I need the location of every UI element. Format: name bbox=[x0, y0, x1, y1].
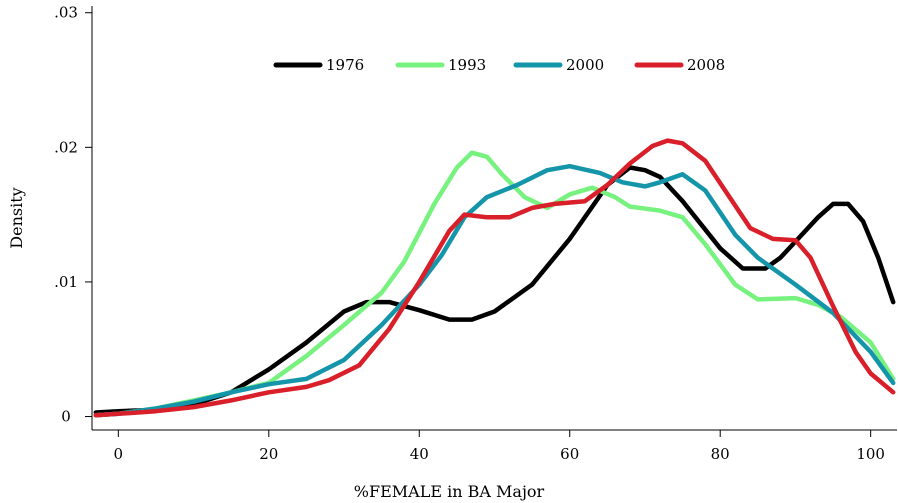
legend-label-2000: 2000 bbox=[566, 56, 604, 74]
y-axis-ticks: 0 .01 .02 .03 bbox=[54, 4, 92, 426]
x-axis-ticks: 0 20 40 60 80 100 bbox=[114, 430, 885, 463]
x-tick-label: 0 bbox=[114, 445, 124, 463]
plot-series bbox=[93, 138, 896, 418]
y-tick-label: .03 bbox=[54, 4, 78, 22]
x-axis-title: %FEMALE in BA Major bbox=[354, 482, 545, 501]
y-tick-label: 0 bbox=[61, 408, 71, 426]
legend: 1976 1993 2000 2008 bbox=[273, 56, 725, 74]
y-tick-label: .02 bbox=[54, 138, 78, 156]
legend-label-1993: 1993 bbox=[448, 56, 486, 74]
series-line-2000 bbox=[93, 163, 896, 418]
series-line-1976 bbox=[93, 165, 896, 415]
legend-label-2008: 2008 bbox=[687, 56, 725, 74]
series-line-2008 bbox=[93, 138, 896, 418]
legend-label-1976: 1976 bbox=[326, 56, 364, 74]
x-tick-label: 100 bbox=[856, 445, 885, 463]
y-tick-label: .01 bbox=[54, 273, 78, 291]
x-tick-label: 20 bbox=[259, 445, 278, 463]
x-tick-label: 60 bbox=[560, 445, 579, 463]
x-tick-label: 40 bbox=[410, 445, 429, 463]
x-tick-label: 80 bbox=[711, 445, 730, 463]
y-axis-title: Density bbox=[7, 187, 26, 248]
